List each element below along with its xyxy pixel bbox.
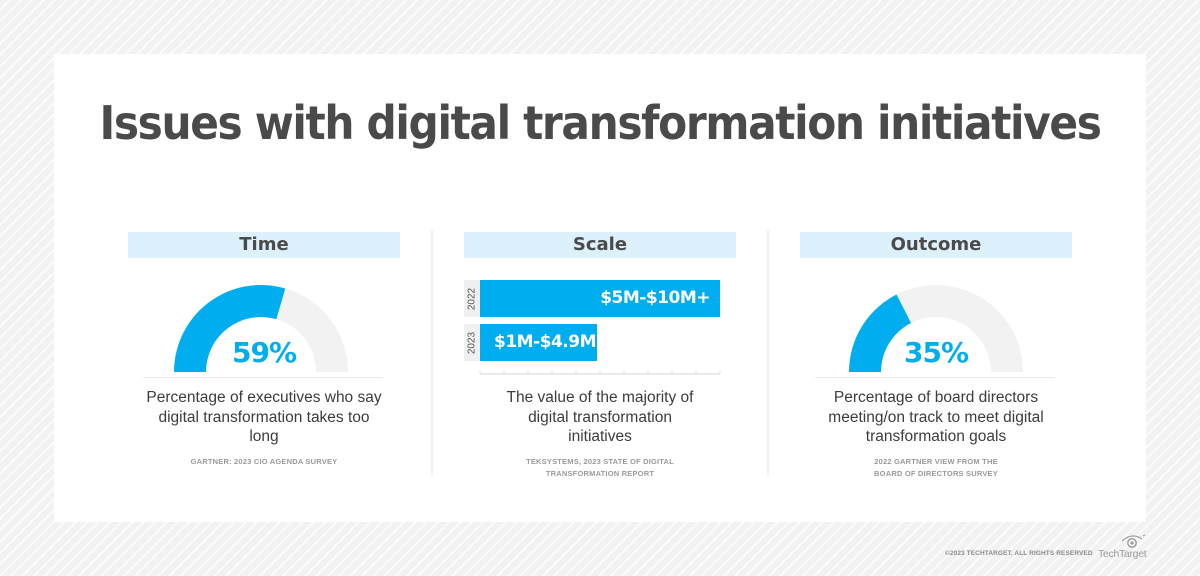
scale-source: TEKsystems, 2023 State of Digital Transf… bbox=[526, 457, 674, 478]
year-label: 2022 bbox=[464, 280, 480, 317]
scale-description: The value of the majority of digital tra… bbox=[506, 389, 694, 445]
gauge-fill bbox=[849, 294, 912, 372]
time-panel: Time 59% Percentage of executives who sa… bbox=[128, 232, 400, 466]
outcome-source: 2022 Gartner View From the Board of Dire… bbox=[874, 457, 998, 478]
techtarget-logo: TechTarget bbox=[1098, 534, 1148, 560]
bar-axis bbox=[479, 370, 721, 375]
eye-icon bbox=[1121, 534, 1146, 548]
outcome-header: Outcome bbox=[800, 232, 1072, 258]
time-source: Gartner: 2023 CIO Agenda Survey bbox=[190, 457, 338, 466]
year-label: 2023 bbox=[464, 324, 480, 361]
copyright-text: ©2023 TECHTARGET. ALL RIGHTS RESERVED bbox=[945, 550, 1093, 557]
bar-row-2022: 2022 $5M-$10M+ bbox=[464, 280, 720, 317]
gauge-fill bbox=[174, 284, 286, 372]
logo-text: TechTarget bbox=[1098, 548, 1147, 560]
outcome-percentage: 35% bbox=[903, 336, 969, 369]
outcome-gauge-chart bbox=[815, 285, 1055, 378]
column-divider bbox=[767, 230, 769, 476]
outcome-description: Percentage of board directors meeting/on… bbox=[828, 389, 1044, 445]
scale-header: Scale bbox=[464, 232, 736, 258]
infographic-card: Issues with digital transformation initi… bbox=[54, 54, 1146, 522]
outcome-gauge: 35% bbox=[800, 258, 1072, 378]
page-title: Issues with digital transformation initi… bbox=[99, 96, 1101, 150]
time-header: Time bbox=[128, 232, 400, 258]
outcome-panel: Outcome 35% Percentage of board director… bbox=[800, 232, 1072, 478]
bar-2022: $5M-$10M+ bbox=[480, 280, 720, 317]
time-description: Percentage of executives who say digital… bbox=[146, 389, 382, 445]
column-divider bbox=[431, 230, 433, 476]
bar-row-2023: 2023 $1M-$4.9M bbox=[464, 324, 720, 361]
bar-2023: $1M-$4.9M bbox=[480, 324, 597, 361]
scale-panel: Scale 2022 $5M-$10M+ 2023 $1M-$4.9M The … bbox=[464, 232, 736, 478]
time-gauge: 59% bbox=[128, 258, 400, 378]
time-percentage: 59% bbox=[231, 336, 297, 369]
time-gauge-chart bbox=[143, 284, 383, 378]
